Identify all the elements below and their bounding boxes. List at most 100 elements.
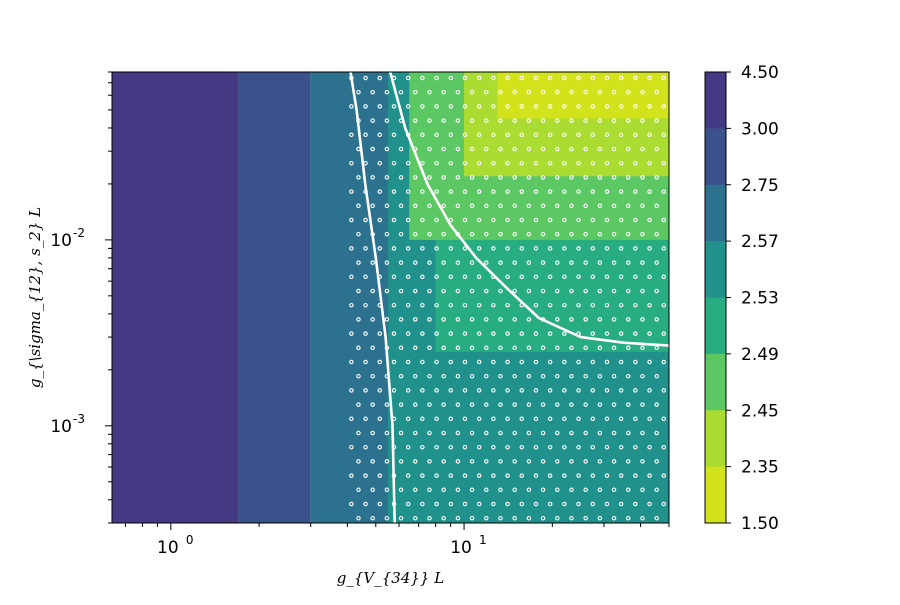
hatch-dot — [590, 416, 596, 422]
hatch-dot — [498, 89, 503, 95]
hatch-dot — [377, 473, 383, 478]
hatch-dot — [569, 515, 574, 521]
hatch-dot — [590, 217, 596, 223]
hatch-dot — [462, 132, 468, 138]
hatch-dot — [427, 260, 432, 265]
hatch-dot — [377, 331, 383, 336]
hatch-dot — [661, 246, 667, 251]
hatch-dot — [618, 444, 624, 450]
hatch-dot — [583, 260, 588, 265]
hatch-dot — [448, 189, 454, 194]
colorbar-band — [705, 72, 726, 129]
hatch-dot — [405, 160, 411, 166]
hatch-dot — [526, 175, 532, 180]
hatch-dot — [434, 501, 439, 507]
hatch-dot — [647, 331, 652, 336]
hatch-dot — [377, 217, 383, 223]
hatch-dot — [661, 444, 667, 450]
hatch-dot — [469, 317, 475, 322]
hatch-dot — [604, 331, 610, 336]
hatch-dot — [512, 515, 517, 521]
hatch-dot — [540, 402, 546, 407]
hatch-dot — [427, 288, 432, 294]
colorbar-band — [705, 128, 726, 186]
hatch-dot — [434, 444, 439, 450]
hatch-dot — [633, 473, 638, 478]
hatch-dot — [654, 260, 659, 265]
hatch-dot — [533, 331, 539, 336]
hatch-dot — [626, 345, 631, 351]
hatch-dot — [540, 89, 546, 95]
colorbar-tick-label: 2.45 — [741, 401, 779, 421]
hatch-dot — [498, 118, 503, 123]
hatch-dot — [405, 388, 411, 393]
hatch-dot — [391, 331, 397, 336]
hatch-dot — [370, 118, 375, 123]
hatch-dot — [540, 459, 546, 464]
hatch-dot — [356, 260, 361, 265]
hatch-dot — [583, 402, 588, 407]
hatch-dot — [583, 288, 588, 294]
hatch-dot — [654, 175, 659, 180]
hatch-dot — [434, 160, 439, 166]
hatch-dot — [590, 331, 596, 336]
hatch-dot — [626, 402, 631, 407]
hatch-dot — [555, 260, 560, 265]
hatch-dot — [640, 146, 645, 152]
hatch-dot — [356, 89, 361, 95]
hatch-dot — [363, 246, 368, 251]
hatch-dot — [448, 388, 454, 393]
hatch-dot — [349, 189, 354, 194]
y-tick-label: 10 — [50, 417, 72, 437]
hatch-dot — [462, 246, 468, 251]
hatch-dot — [654, 231, 659, 237]
hatch-dot — [413, 89, 418, 95]
hatch-dot — [626, 288, 631, 294]
hatch-dot — [391, 359, 397, 365]
hatch-dot — [576, 75, 581, 81]
hatch-dot — [590, 132, 596, 138]
hatch-dot — [427, 203, 432, 209]
hatch-dot — [583, 487, 588, 493]
hatch-dot — [562, 473, 567, 478]
colorbar-band — [705, 184, 726, 242]
hatch-dot — [505, 160, 510, 166]
hatch-dot — [604, 132, 610, 138]
hatch-dot — [356, 487, 361, 493]
hatch-dot — [611, 487, 617, 493]
hatch-dot — [484, 487, 489, 493]
hatch-dot — [547, 416, 553, 422]
hatch-dot — [441, 515, 446, 521]
hatch-dot — [590, 501, 596, 507]
hatch-dot — [611, 231, 617, 237]
hatch-dot — [626, 175, 631, 180]
hatch-dot — [491, 246, 496, 251]
hatch-dot — [647, 217, 652, 223]
hatch-dot — [562, 104, 567, 109]
hatch-dot — [661, 473, 667, 478]
hatch-dot — [484, 402, 489, 407]
hatch-dot — [526, 288, 532, 294]
hatch-dot — [484, 203, 489, 209]
hatch-dot — [654, 118, 659, 123]
hatch-dot — [569, 288, 574, 294]
hatch-dot — [370, 345, 375, 351]
hatch-dot — [384, 402, 390, 407]
hatch-dot — [555, 515, 560, 521]
hatch-dot — [455, 89, 461, 95]
hatch-dot — [618, 217, 624, 223]
hatch-dot — [519, 388, 525, 393]
hatch-dot — [349, 388, 354, 393]
hatch-dot — [370, 487, 375, 493]
hatch-dot — [491, 473, 496, 478]
hatch-dot — [498, 317, 503, 322]
hatch-dot — [398, 345, 404, 351]
hatch-dot — [555, 402, 560, 407]
hatch-dot — [611, 203, 617, 209]
hatch-dot — [349, 359, 354, 365]
hatch-dot — [533, 246, 539, 251]
hatch-dot — [633, 416, 638, 422]
hatch-dot — [427, 515, 432, 521]
hatch-dot — [363, 388, 368, 393]
hatch-dot — [654, 402, 659, 407]
